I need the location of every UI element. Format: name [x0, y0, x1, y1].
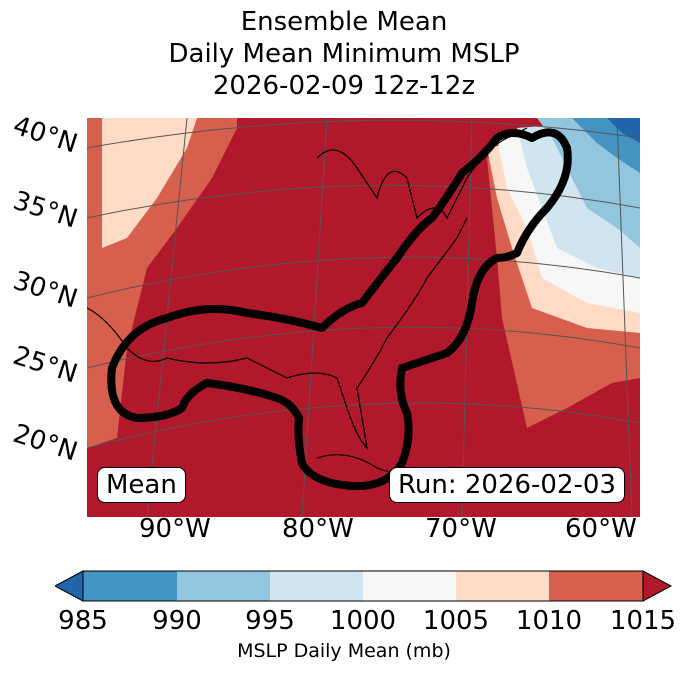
- lon-label-80: 80°W: [282, 514, 354, 544]
- colorbar-1010: [549, 571, 643, 601]
- colorbar-tick-1005: 1005: [422, 606, 490, 636]
- colorbar: [55, 570, 673, 602]
- lat-label-40: 40°N: [9, 110, 81, 160]
- region-1005-west: [102, 118, 197, 248]
- lon-label-60: 60°W: [565, 514, 637, 544]
- lon-label-70: 70°W: [425, 514, 497, 544]
- run-date-label: Run: 2026-02-03: [389, 467, 625, 503]
- colorbar-990: [177, 571, 270, 601]
- title-line2: Daily Mean Minimum MSLP: [168, 39, 520, 69]
- colorbar-under: [55, 570, 84, 602]
- colorbar-tick-985: 985: [58, 606, 108, 636]
- map: [87, 118, 640, 517]
- contour-1010: [107, 128, 572, 491]
- lat-label-30: 30°N: [9, 265, 81, 315]
- lat-label-35: 35°N: [9, 185, 81, 235]
- colorbar-1000: [363, 571, 456, 601]
- gridlines: [87, 118, 640, 517]
- colorbar-1005: [456, 571, 549, 601]
- lon-label-90: 90°W: [139, 514, 211, 544]
- colorbar-tick-995: 995: [245, 606, 295, 636]
- colorbar-over: [642, 570, 673, 602]
- title-line1: Ensemble Mean: [240, 7, 448, 37]
- colorbar-tick-1015: 1015: [609, 606, 677, 636]
- colorbar-985: [83, 571, 177, 601]
- title-line3: 2026-02-09 12z-12z: [212, 71, 476, 101]
- colorbar-tick-1010: 1010: [515, 606, 583, 636]
- colorbar-tick-990: 990: [152, 606, 202, 636]
- colorbar-tick-1000: 1000: [329, 606, 397, 636]
- lat-label-25: 25°N: [9, 340, 81, 390]
- lat-label-20: 20°N: [9, 418, 81, 468]
- mean-label: Mean: [97, 467, 186, 503]
- colorbar-995: [270, 571, 363, 601]
- colorbar-label: MSLP Daily Mean (mb): [237, 640, 451, 662]
